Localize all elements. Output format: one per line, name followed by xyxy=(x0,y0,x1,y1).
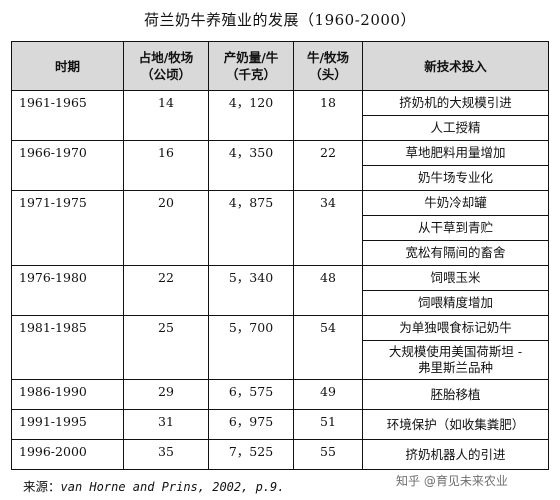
source-citation: van Horne and Prins, 2002, p.9. xyxy=(60,480,285,494)
land-cell: 22 xyxy=(123,265,209,316)
header-milk: 产奶量/牛 （千克） xyxy=(208,41,294,91)
table-row: 大规模使用美国荷斯坦 - 弗里斯兰品种 xyxy=(12,340,549,380)
period-cell: 1996-2000 xyxy=(11,439,124,470)
dairy-development-table: 时期 占地/牧场 （公顷） 产奶量/牛 （千克） 牛/牧场 （头） 新技术投入 … xyxy=(11,41,549,470)
milk-cell: 5，340 xyxy=(208,265,294,316)
cows-cell: 49 xyxy=(293,379,363,410)
table-row: 人工授精 xyxy=(12,115,549,141)
watermark: 知乎 @育见未来农业 xyxy=(396,474,508,488)
header-land: 占地/牧场 （公顷） xyxy=(123,41,209,91)
milk-cell: 6，575 xyxy=(208,379,294,410)
table-row: 1981-1985 25 5，700 54 为单独喂食标记奶牛 xyxy=(11,315,549,380)
milk-cell: 4，875 xyxy=(208,190,294,266)
table-row: 1971-1975 20 4，875 34 牛奶冷却罐 xyxy=(11,190,549,266)
tech-cell: 挤奶机的大规模引进 xyxy=(362,90,549,116)
tech-cell: 奶牛场专业化 xyxy=(362,165,549,191)
cows-cell: 51 xyxy=(293,409,363,440)
tech-cell: 大规模使用美国荷斯坦 - 弗里斯兰品种 xyxy=(362,340,549,380)
land-cell: 31 xyxy=(123,409,209,440)
tech-cell: 牛奶冷却罐 xyxy=(362,190,549,216)
header-row: 时期 占地/牧场 （公顷） 产奶量/牛 （千克） 牛/牧场 （头） 新技术投入 xyxy=(11,41,549,91)
tech-cell: 为单独喂食标记奶牛 xyxy=(362,315,549,341)
period-cell: 1971-1975 xyxy=(11,190,124,266)
tech-cell-line: 大规模使用美国荷斯坦 - xyxy=(388,344,523,359)
header-tech: 新技术投入 xyxy=(362,41,549,91)
header-land-line2: （公顷） xyxy=(140,67,191,82)
cows-cell: 55 xyxy=(293,439,363,470)
period-cell: 1981-1985 xyxy=(11,315,124,380)
period-cell: 1961-1965 xyxy=(11,90,124,141)
land-cell: 29 xyxy=(123,379,209,410)
land-cell: 20 xyxy=(123,190,209,266)
header-cows-line2: （头） xyxy=(309,67,347,82)
table-row: 宽松有隔间的畜舍 xyxy=(12,240,549,266)
milk-cell: 4，120 xyxy=(208,90,294,141)
period-cell: 1991-1995 xyxy=(11,409,124,440)
cows-cell: 54 xyxy=(293,315,363,380)
milk-cell: 5，700 xyxy=(208,315,294,380)
table-row: 奶牛场专业化 xyxy=(12,165,549,191)
header-cows-line1: 牛/牧场 xyxy=(306,50,350,65)
header-period: 时期 xyxy=(11,41,124,91)
tech-cell: 挤奶机器人的引进 xyxy=(362,439,549,470)
period-cell: 1976-1980 xyxy=(11,265,124,316)
tech-cell-line: 弗里斯兰品种 xyxy=(417,360,493,375)
land-cell: 35 xyxy=(123,439,209,470)
header-milk-line2: （千克） xyxy=(225,67,276,82)
period-cell: 1986-1990 xyxy=(11,379,124,410)
tech-cell: 胚胎移植 xyxy=(362,379,549,410)
cows-cell: 48 xyxy=(293,265,363,316)
tech-cell: 从干草到青贮 xyxy=(362,215,549,241)
milk-cell: 7，525 xyxy=(208,439,294,470)
table-title: 荷兰奶牛养殖业的发展（1960-2000） xyxy=(144,11,416,29)
header-land-line1: 占地/牧场 xyxy=(138,50,194,65)
land-cell: 14 xyxy=(123,90,209,141)
header-milk-line1: 产奶量/牛 xyxy=(223,50,279,65)
table-row: 1996-2000 35 7，525 55 挤奶机器人的引进 xyxy=(11,439,549,470)
milk-cell: 6，975 xyxy=(208,409,294,440)
cows-cell: 34 xyxy=(293,190,363,266)
header-cows: 牛/牧场 （头） xyxy=(293,41,363,91)
land-cell: 16 xyxy=(123,140,209,191)
tech-cell: 草地肥料用量增加 xyxy=(362,140,549,166)
land-cell: 25 xyxy=(123,315,209,380)
table-row: 1961-1965 14 4，120 18 挤奶机的大规模引进 xyxy=(11,90,549,141)
tech-cell: 宽松有隔间的畜舍 xyxy=(362,240,549,266)
tech-cell: 人工授精 xyxy=(362,115,549,141)
source-note: 来源：van Horne and Prins, 2002, p.9. xyxy=(23,476,284,495)
table-row: 1991-1995 31 6，975 51 环境保护（如收集粪肥） xyxy=(11,409,549,440)
source-label: 来源： xyxy=(23,479,61,494)
cows-cell: 18 xyxy=(293,90,363,141)
period-cell: 1966-1970 xyxy=(11,140,124,191)
cows-cell: 22 xyxy=(293,140,363,191)
table-row: 1966-1970 16 4，350 22 草地肥料用量增加 xyxy=(11,140,549,191)
table-row: 1986-1990 29 6，575 49 胚胎移植 xyxy=(11,379,549,410)
table-row: 1976-1980 22 5，340 48 饲喂玉米 xyxy=(11,265,549,316)
tech-cell: 环境保护（如收集粪肥） xyxy=(362,409,549,440)
table-body: 1961-1965 14 4，120 18 挤奶机的大规模引进 人工授精 1966-1970… xyxy=(11,90,549,470)
tech-cell: 饲喂精度增加 xyxy=(362,290,549,316)
tech-cell: 饲喂玉米 xyxy=(362,265,549,291)
table-row: 饲喂精度增加 xyxy=(12,290,549,316)
milk-cell: 4，350 xyxy=(208,140,294,191)
